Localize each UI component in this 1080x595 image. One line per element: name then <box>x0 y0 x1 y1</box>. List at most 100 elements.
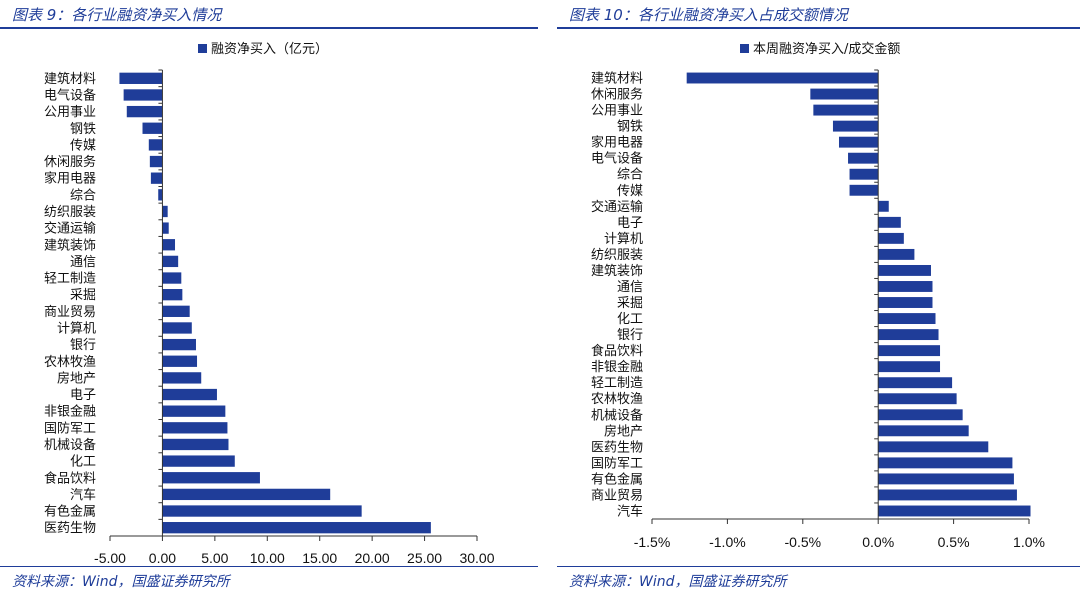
right-bar-9 <box>878 216 901 228</box>
left-category-label-8: 纺织服装 <box>44 205 96 220</box>
left-category-label-27: 医药生物 <box>44 521 96 536</box>
right-bar-8 <box>878 200 889 212</box>
right-category-label-12: 建筑装饰 <box>591 263 643 279</box>
left-category-label-4: 传媒 <box>70 138 96 153</box>
right-category-label-18: 非银金融 <box>591 359 643 375</box>
right-category-label-16: 银行 <box>617 328 643 343</box>
left-bar-16 <box>162 338 196 351</box>
right-x-tick-label-0: -1.5% <box>634 534 671 550</box>
right-bar-20 <box>878 393 957 405</box>
right-x-tick-label-5: 1.0% <box>1013 534 1045 550</box>
left-category-label-3: 钢铁 <box>70 122 96 137</box>
right-category-label-11: 纺织服装 <box>591 248 643 263</box>
left-bar-15 <box>162 322 192 334</box>
right-bar-22 <box>878 425 969 437</box>
right-category-label-27: 汽车 <box>617 503 643 519</box>
right-bar-23 <box>878 441 989 453</box>
left-bar-26 <box>162 505 362 517</box>
left-bar-20 <box>162 405 226 417</box>
right-title-rule <box>557 27 1080 29</box>
right-source-rule <box>557 566 1080 567</box>
left-legend-label: 融资净买入（亿元） <box>211 42 328 57</box>
left-bar-13 <box>162 289 183 301</box>
left-bar-27 <box>162 522 431 534</box>
right-bar-14 <box>878 297 933 308</box>
left-category-label-2: 公用事业 <box>44 105 96 120</box>
left-bar-24 <box>162 472 260 484</box>
left-bar-8 <box>162 205 168 218</box>
right-bar-0 <box>686 72 879 84</box>
left-category-label-11: 通信 <box>70 255 96 270</box>
left-chart-panel: 图表 9：各行业融资净买入情况 融资净买入（亿元） 建筑材料 电气设备 公用事业 钢铁传… <box>0 0 538 595</box>
left-title-rule <box>0 27 538 29</box>
left-category-label-26: 有色金属 <box>44 504 96 520</box>
left-source-rule <box>0 566 538 567</box>
left-bar-10 <box>162 239 176 251</box>
right-x-tick-label-3: 0.0% <box>862 534 894 550</box>
right-category-label-10: 计算机 <box>604 232 643 247</box>
left-category-label-10: 建筑装饰 <box>44 237 96 253</box>
left-bar-0 <box>119 72 163 84</box>
left-bar-14 <box>162 305 190 317</box>
left-category-label-6: 家用电器 <box>44 171 96 187</box>
left-x-tick-label-2: 5.00 <box>201 550 228 566</box>
right-bar-25 <box>878 473 1014 485</box>
left-category-label-19: 电子 <box>70 388 96 403</box>
left-category-label-14: 商业贸易 <box>44 305 96 320</box>
left-category-label-13: 采掘 <box>70 288 96 303</box>
right-legend-swatch <box>740 44 749 53</box>
left-bar-3 <box>142 122 163 134</box>
left-category-label-25: 汽车 <box>70 487 96 503</box>
left-x-tick-label-7: 30.00 <box>459 550 494 566</box>
right-bar-19 <box>878 377 953 389</box>
right-bar-17 <box>878 345 941 357</box>
left-bar-5 <box>149 155 163 168</box>
left-category-label-7: 综合 <box>70 188 96 203</box>
right-bar-3 <box>832 120 879 132</box>
left-x-tick-label-0: -5.00 <box>94 550 126 566</box>
left-bar-23 <box>162 455 235 467</box>
right-category-label-25: 有色金属 <box>591 471 643 487</box>
right-bar-10 <box>878 232 904 244</box>
left-x-tick-label-3: 10.00 <box>250 550 285 566</box>
left-bar-12 <box>162 272 182 284</box>
right-bar-5 <box>848 152 879 164</box>
right-category-label-14: 采掘 <box>617 296 643 311</box>
left-category-label-18: 房地产 <box>57 370 96 386</box>
left-category-label-23: 化工 <box>70 455 96 470</box>
right-category-label-20: 农林牧渔 <box>591 392 643 407</box>
left-bar-17 <box>162 355 198 367</box>
left-category-label-0: 建筑材料 <box>44 71 96 87</box>
left-x-tick-label-1: 0.00 <box>149 550 176 566</box>
right-source-note: 资料来源：Wind，国盛证券研究所 <box>569 574 787 590</box>
right-bar-13 <box>878 281 933 292</box>
right-bar-16 <box>878 329 939 341</box>
right-bar-12 <box>878 264 931 276</box>
left-category-label-9: 交通运输 <box>44 221 96 237</box>
left-category-label-12: 轻工制造 <box>44 272 96 287</box>
right-category-label-23: 医药生物 <box>591 440 643 455</box>
right-category-label-17: 食品饮料 <box>591 343 643 359</box>
right-bar-24 <box>878 457 1013 469</box>
right-x-tick-label-2: -0.5% <box>785 534 822 550</box>
left-category-label-22: 机械设备 <box>44 437 96 453</box>
left-bar-7 <box>158 189 163 201</box>
right-figure-title: 图表 10：各行业融资净买入占成交额情况 <box>569 6 848 24</box>
left-category-label-5: 休闲服务 <box>44 154 96 170</box>
left-category-label-24: 食品饮料 <box>44 470 96 486</box>
right-category-label-24: 国防军工 <box>591 455 643 471</box>
left-category-label-21: 国防军工 <box>44 420 96 436</box>
right-legend-label: 本周融资净买入/成交金额 <box>753 41 900 57</box>
right-bar-4 <box>838 136 879 148</box>
right-category-label-26: 商业贸易 <box>591 488 643 503</box>
right-bar-21 <box>878 409 963 421</box>
right-category-label-19: 轻工制造 <box>591 376 643 391</box>
right-category-label-4: 家用电器 <box>591 135 643 151</box>
left-category-label-17: 农林牧渔 <box>44 355 96 370</box>
left-bar-25 <box>162 488 331 501</box>
right-category-label-15: 化工 <box>617 312 643 327</box>
left-bar-22 <box>162 438 229 451</box>
right-bar-18 <box>878 361 941 373</box>
right-bar-6 <box>849 168 879 180</box>
right-category-label-9: 电子 <box>617 216 643 231</box>
